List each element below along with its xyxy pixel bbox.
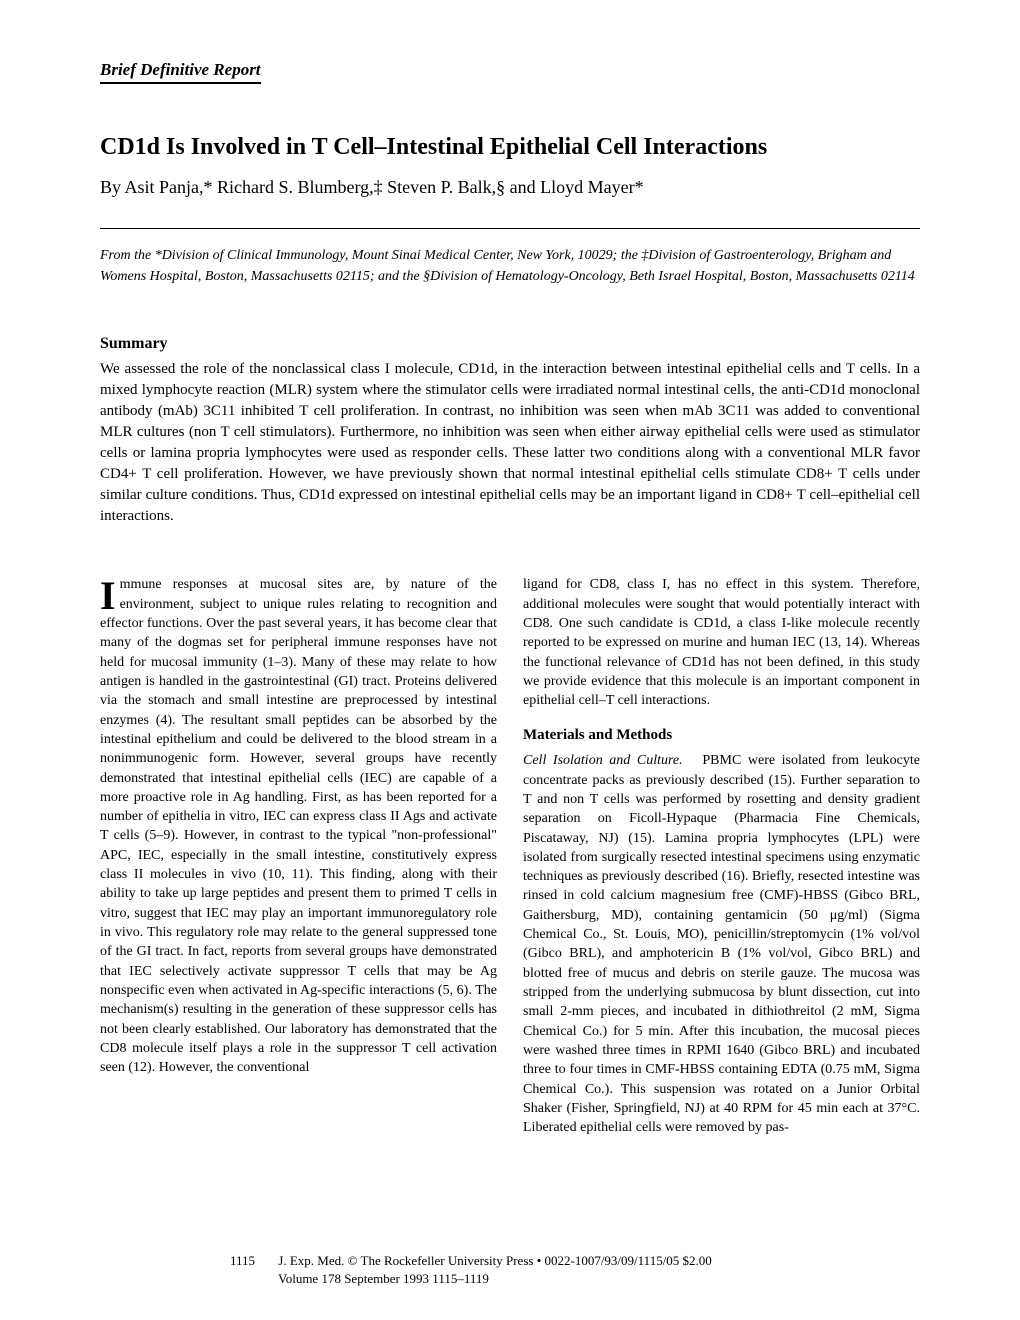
methods-text: PBMC were isolated from leukocyte concen… <box>523 753 920 1135</box>
page-footer: 1115 J. Exp. Med. © The Rockefeller Univ… <box>0 1252 1020 1288</box>
footer-line2: Volume 178 September 1993 1115–1119 <box>278 1271 489 1286</box>
methods-body: Cell Isolation and Culture. PBMC were is… <box>523 751 920 1137</box>
dropcap-letter: I <box>100 575 120 613</box>
methods-heading: Materials and Methods <box>523 725 920 746</box>
intro-left: mmune responses at mucosal sites are, by… <box>100 577 497 1075</box>
author-line: By Asit Panja,* Richard S. Blumberg,‡ St… <box>100 175 920 200</box>
article-title: CD1d Is Involved in T Cell–Intestinal Ep… <box>100 132 920 163</box>
page-number: 1115 <box>230 1252 255 1270</box>
right-column: ligand for CD8, class I, has no effect i… <box>523 575 920 1137</box>
summary-heading: Summary <box>100 335 920 353</box>
divider-line <box>100 228 920 229</box>
footer-line1: J. Exp. Med. © The Rockefeller Universit… <box>278 1253 712 1268</box>
affiliations-block: From the *Division of Clinical Immunolog… <box>100 245 920 287</box>
body-columns: Immune responses at mucosal sites are, b… <box>100 575 920 1137</box>
methods-subheading: Cell Isolation and Culture. <box>523 753 683 768</box>
summary-text: We assessed the role of the nonclassical… <box>100 359 920 527</box>
intro-right: ligand for CD8, class I, has no effect i… <box>523 577 920 708</box>
report-type-label: Brief Definitive Report <box>100 60 261 84</box>
left-column: Immune responses at mucosal sites are, b… <box>100 575 497 1137</box>
